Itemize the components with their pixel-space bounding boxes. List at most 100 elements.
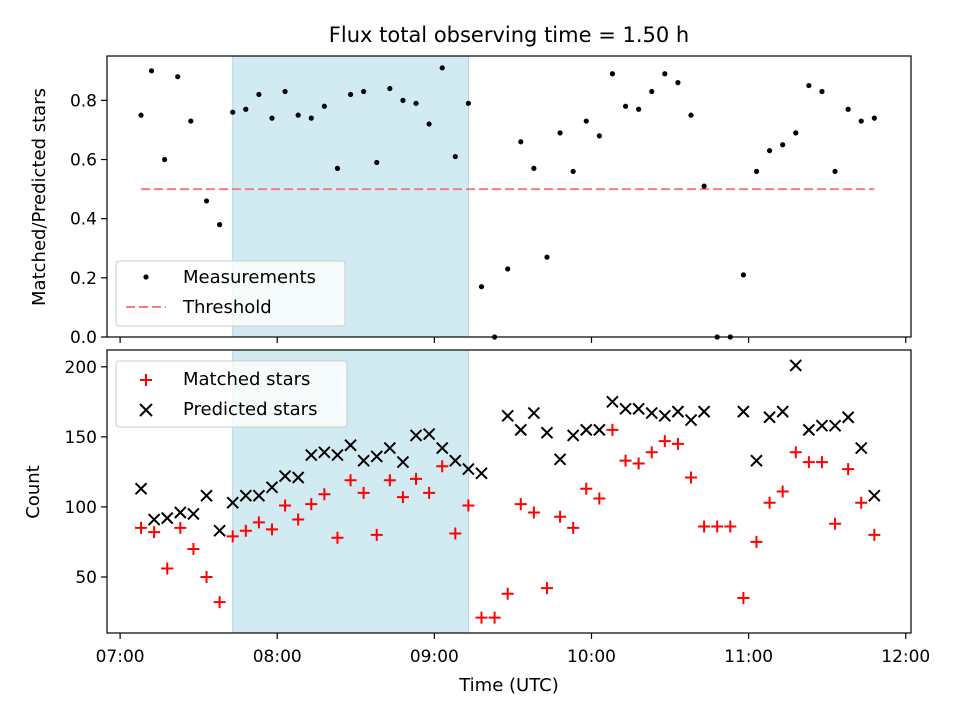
- top-x-ticks: [119, 337, 907, 343]
- predicted-star-point: [776, 405, 789, 418]
- measurement-point: [819, 88, 825, 95]
- matched-star-point: [724, 520, 737, 533]
- top-y-tick-label: 0.8: [70, 91, 97, 111]
- matched-star-point: [868, 528, 881, 541]
- matched-star-point: [226, 530, 239, 543]
- measurement-point: [452, 153, 458, 160]
- predicted-star-point: [697, 405, 711, 418]
- top-y-tick-label: 0.6: [70, 151, 97, 171]
- matched-star-point: [318, 488, 331, 501]
- legend-matched-marker: [140, 374, 152, 386]
- matched-star-point: [619, 454, 632, 467]
- bottom-x-tick-label: 12:00: [881, 647, 930, 667]
- matched-star-point: [763, 496, 776, 509]
- measurement-point: [609, 71, 616, 77]
- measurement-point: [662, 71, 668, 77]
- measurement-point: [806, 82, 812, 89]
- predicted-star-point: [750, 454, 763, 467]
- measurement-point: [361, 88, 367, 95]
- measurement-point: [400, 97, 406, 103]
- legend-predicted-label: Predicted stars: [183, 399, 317, 420]
- measurement-point: [256, 91, 262, 98]
- matched-star-point: [527, 506, 540, 519]
- predicted-star-point: [632, 402, 645, 416]
- measurement-point: [871, 115, 877, 121]
- measurement-point: [217, 222, 223, 228]
- measurement-point: [188, 118, 194, 124]
- matched-star-point: [292, 513, 305, 526]
- matched-star-point: [789, 446, 802, 459]
- measurement-point: [832, 168, 838, 174]
- predicted-star-point: [357, 454, 370, 467]
- measurement-point: [295, 112, 301, 118]
- matched-star-point: [632, 457, 645, 470]
- predicted-star-point: [802, 423, 816, 437]
- matched-star-point: [239, 524, 252, 537]
- predicted-star-point: [645, 406, 658, 420]
- bottom-axes-frame: [106, 349, 912, 634]
- chart-title: Flux total observing time = 1.50 h: [329, 23, 689, 47]
- predicted-star-point: [684, 413, 698, 427]
- bottom-x-tick-label: 08:00: [253, 647, 302, 667]
- top-y-ticks: 0.0 0.2 0.4 0.6 0.8: [70, 91, 107, 348]
- bottom-x-tick-label: 10:00: [567, 647, 616, 667]
- matched-star-point: [606, 423, 619, 436]
- measurement-point: [347, 91, 354, 98]
- top-y-tick-label: 0.0: [70, 328, 97, 348]
- measurement-point: [374, 159, 380, 166]
- matched-star-point: [357, 486, 370, 499]
- legend-measurements-marker: [143, 274, 149, 280]
- measurement-points: [138, 65, 877, 340]
- measurement-point: [439, 65, 445, 71]
- predicted-star-point: [265, 481, 279, 494]
- predicted-stars-points: [134, 359, 881, 537]
- legend-predicted-marker: [139, 403, 153, 417]
- predicted-star-point: [540, 426, 554, 439]
- matched-star-point: [501, 587, 514, 600]
- matched-star-point: [802, 456, 815, 469]
- predicted-star-point: [789, 359, 802, 372]
- predicted-star-point: [449, 454, 462, 467]
- matched-star-point: [554, 510, 567, 523]
- matched-star-point: [279, 499, 292, 512]
- bottom-y-ticks: 50 100 150 200: [65, 358, 107, 588]
- matched-star-point: [842, 463, 855, 476]
- matched-star-point: [671, 437, 684, 450]
- matched-star-point: [436, 460, 449, 473]
- bottom-y-tick-label: 50: [75, 568, 97, 588]
- top-legend-box: [115, 260, 346, 327]
- matched-star-point: [658, 435, 671, 448]
- matched-star-point: [540, 582, 553, 595]
- matched-star-point: [252, 516, 265, 529]
- predicted-star-point: [868, 489, 881, 502]
- measurement-point: [557, 130, 563, 136]
- predicted-star-point: [855, 441, 868, 455]
- predicted-star-point: [658, 409, 672, 423]
- predicted-star-point: [409, 429, 423, 442]
- measurement-point: [138, 112, 144, 118]
- matched-star-point: [344, 474, 357, 487]
- predicted-star-point: [213, 524, 226, 537]
- bottom-panel: 50 100 150 200 07:00 08:00 09:00 10:00 11:00 12:…: [23, 349, 930, 696]
- measurement-point: [688, 112, 694, 118]
- predicted-star-point: [828, 419, 842, 432]
- bottom-x-ticks: 07:00 08:00 09:00 10:00 11:00 12:00: [96, 633, 930, 667]
- top-y-tick-label: 0.2: [70, 269, 97, 289]
- predicted-star-point: [370, 450, 383, 463]
- measurement-point: [649, 88, 655, 95]
- top-panel: 0.00.20.40.60.8 Matched/Predicted stars …: [29, 55, 912, 348]
- predicted-star-point: [475, 467, 488, 480]
- measurement-point: [845, 106, 851, 112]
- legend-measurements-label: Measurements: [183, 267, 316, 288]
- predicted-star-point: [553, 453, 567, 466]
- predicted-star-point: [501, 409, 514, 423]
- bottom-y-axis-label: Count: [23, 465, 44, 518]
- predicted-star-point: [305, 448, 318, 462]
- measurement-point: [321, 103, 327, 109]
- predicted-star-point: [580, 423, 593, 437]
- matched-star-point: [410, 472, 423, 485]
- x-axis-label: Time (UTC): [458, 675, 559, 696]
- measurement-point: [583, 118, 589, 124]
- predicted-star-point: [331, 448, 344, 462]
